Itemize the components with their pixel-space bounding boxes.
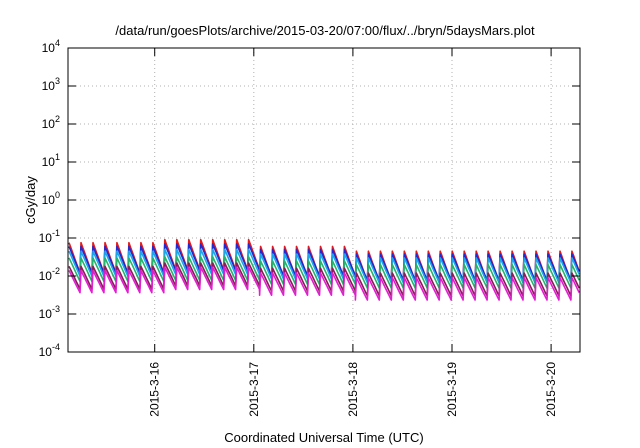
y-tick-label: 103 xyxy=(42,76,60,93)
x-axis: 2015-3-16 2015-3-17 2015-3-18 2015-3-19 2015… xyxy=(148,48,558,417)
y-tick-label: 101 xyxy=(42,152,60,169)
x-tick-label: 2015-3-20 xyxy=(544,362,558,417)
x-axis-label: Coordinated Universal Time (UTC) xyxy=(224,430,423,445)
x-tick-label: 2015-3-17 xyxy=(247,362,261,417)
x-tick-label: 2015-3-19 xyxy=(445,362,459,417)
series-line xyxy=(68,266,580,301)
x-tick-label: 2015-3-16 xyxy=(148,362,162,417)
y-tick-label: 10-3 xyxy=(39,304,60,321)
y-tick-label: 10-1 xyxy=(39,228,60,245)
series-line xyxy=(68,248,580,284)
y-axis-label: cGy/day xyxy=(23,176,38,224)
series-line xyxy=(68,262,580,297)
y-tick-label: 10-2 xyxy=(39,266,60,283)
series-group xyxy=(68,238,580,301)
y-tick-label: 10-4 xyxy=(39,342,60,359)
y-tick-label: 104 xyxy=(42,38,60,55)
chart-title: /data/run/goesPlots/archive/2015-03-20/0… xyxy=(115,23,535,38)
y-axis: 10-4 10-3 10-2 10-1 100 101 102 103 104 xyxy=(39,38,580,359)
series-line xyxy=(68,243,580,282)
y-tick-label: 100 xyxy=(42,190,60,207)
series-line xyxy=(68,256,580,289)
grid xyxy=(68,48,580,352)
y-tick-label: 102 xyxy=(42,114,60,131)
x-tick-label: 2015-3-18 xyxy=(346,362,360,417)
